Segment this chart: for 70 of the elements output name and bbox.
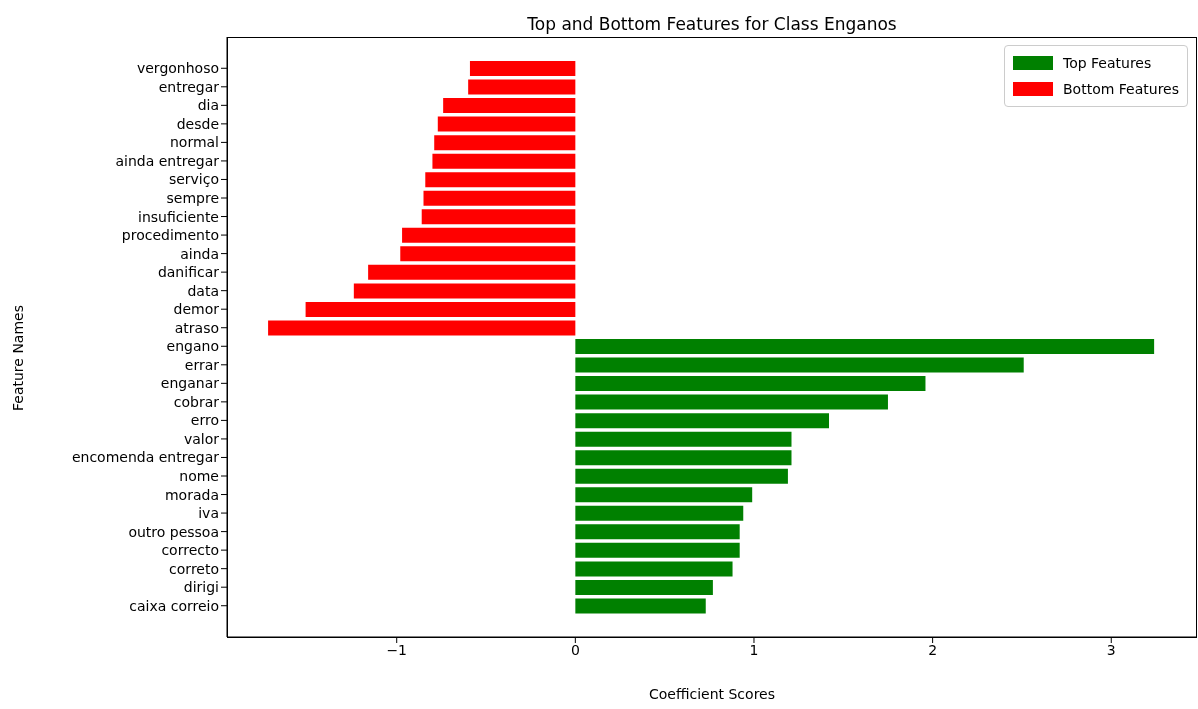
bar: [353, 283, 576, 299]
bar: [575, 468, 788, 484]
bar: [469, 61, 576, 76]
bar: [421, 209, 576, 225]
bar: [575, 561, 733, 577]
bar: [575, 431, 792, 447]
bar: [305, 301, 576, 317]
bar: [423, 190, 576, 206]
y-tick-label: sempre: [166, 189, 219, 206]
bar: [432, 153, 576, 169]
bar: [402, 227, 576, 243]
y-tick-label: normal: [169, 134, 219, 151]
y-tick-label: desde: [176, 115, 219, 132]
bar: [575, 542, 740, 558]
bar: [400, 246, 576, 262]
y-tick-label: morada: [164, 486, 219, 503]
x-tick-label: 3: [1106, 641, 1116, 658]
bar: [575, 524, 740, 540]
y-tick-label: nome: [179, 467, 219, 484]
y-tick-label: data: [187, 282, 219, 299]
y-axis-title: Feature Names: [10, 305, 27, 411]
y-tick-label: serviço: [168, 171, 219, 188]
x-axis-title: Coefficient Scores: [648, 686, 776, 702]
y-tick-label: enganar: [160, 375, 220, 392]
bar: [575, 505, 744, 521]
bar: [575, 579, 713, 595]
bar: [268, 320, 576, 336]
x-tick-label: 0: [570, 641, 580, 658]
y-tick-label: entregar: [158, 78, 220, 95]
y-tick-label: insuficiente: [138, 208, 219, 225]
bar: [575, 339, 1155, 354]
bar: [468, 79, 576, 95]
y-tick-label: outro pessoa: [128, 523, 219, 540]
y-tick-label: procedimento: [121, 227, 219, 244]
y-tick-label: dirigi: [183, 579, 219, 596]
y-tick-label: iva: [198, 505, 219, 522]
y-tick-label: danificar: [157, 264, 220, 281]
y-tick-label: atraso: [174, 319, 219, 336]
bar: [575, 450, 792, 466]
y-tick-label: engano: [166, 338, 219, 355]
bar: [434, 135, 576, 151]
legend-label: Top Features: [1063, 55, 1152, 71]
y-tick-label: encomenda entregar: [71, 449, 220, 466]
x-tick-label: 1: [749, 641, 759, 658]
legend-label: Bottom Features: [1063, 81, 1179, 97]
x-tick-label: −1: [386, 641, 408, 658]
bar: [575, 598, 706, 614]
y-tick-label: errar: [184, 356, 220, 373]
y-tick-label: correcto: [161, 542, 219, 559]
bar: [575, 413, 830, 429]
y-tick-label: vergonhoso: [136, 60, 219, 77]
bar: [575, 487, 753, 503]
y-tick-label: ainda: [180, 245, 219, 262]
y-tick-label: correto: [169, 560, 219, 577]
y-tick-label: erro: [190, 412, 219, 429]
bar: [575, 394, 888, 410]
y-tick-label: valor: [183, 430, 220, 447]
y-tick-label: dia: [197, 97, 219, 114]
x-tick-label: 2: [928, 641, 938, 658]
bar: [575, 357, 1024, 373]
bar: [437, 116, 576, 132]
bar: [443, 98, 576, 114]
y-tick-label: demor: [173, 301, 220, 318]
bar: [368, 264, 576, 280]
chart-title: Top and Bottom Features for Class Enganos: [526, 14, 898, 34]
bar: [575, 376, 926, 392]
bar: [425, 172, 576, 188]
y-tick-label: ainda entregar: [115, 152, 220, 169]
y-tick-label: cobrar: [173, 393, 220, 410]
y-tick-label: caixa correio: [129, 597, 219, 614]
